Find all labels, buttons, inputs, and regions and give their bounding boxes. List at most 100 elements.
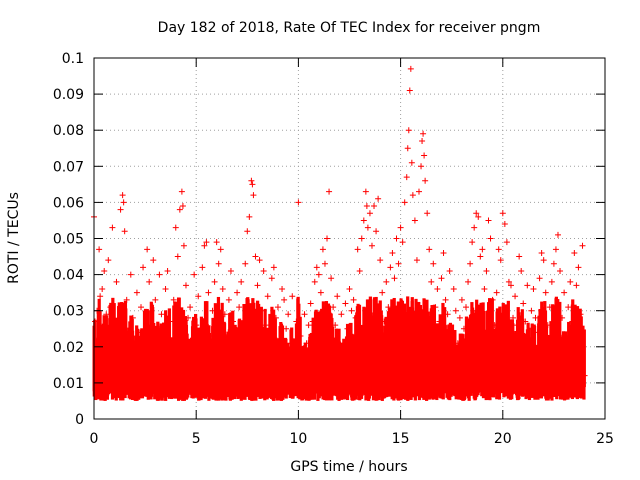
data-point [150,257,157,264]
x-tick-label: 10 [289,431,307,447]
data-point [405,127,412,134]
data-point [209,307,216,314]
data-point [368,242,375,249]
x-axis-ticks: 0 5 10 15 20 25 [90,58,614,447]
data-point [281,296,288,303]
data-point [95,347,102,354]
data-point [358,235,365,242]
data-point [133,289,140,296]
data-point [465,278,472,285]
data-point [125,340,132,347]
data-point [407,65,414,72]
data-point [503,239,510,246]
data-point [283,325,290,332]
data-point [268,275,275,282]
data-point [166,318,173,325]
y-tick-label: 0 [75,412,84,428]
data-point [105,257,112,264]
data-point [489,296,496,303]
data-point [305,322,312,329]
data-point [297,332,304,339]
data-point [185,314,192,321]
data-point [409,192,416,199]
data-point [293,318,300,325]
data-point [363,203,370,210]
data-point [421,152,428,159]
data-point [477,253,484,260]
data-point [98,361,105,368]
data-point [408,159,415,166]
data-point [319,246,326,253]
data-point [487,235,494,242]
data-point [552,246,559,253]
y-tick-label: 0.04 [53,268,84,284]
data-point [307,300,314,307]
data-point [158,311,165,318]
data-point [287,340,294,347]
y-tick-label: 0.09 [53,87,84,103]
data-point [364,224,371,231]
data-point [403,174,410,181]
data-point [428,278,435,285]
data-point [326,188,333,195]
data-point [180,242,187,249]
data-point [559,314,566,321]
data-point [387,264,394,271]
data-point [344,325,351,332]
data-point [383,278,390,285]
data-point [254,282,261,289]
data-point [219,286,226,293]
data-point [324,235,331,242]
data-point [178,188,185,195]
data-point [522,318,529,325]
data-point [485,217,492,224]
data-point [152,296,159,303]
data-point [373,228,380,235]
data-point [460,325,467,332]
data-point [120,199,127,206]
data-point [146,278,153,285]
x-tick-label: 0 [90,431,99,447]
data-band [582,329,586,388]
data-point [215,260,222,267]
data-point [197,351,204,358]
data-point [138,304,145,311]
data-point [221,311,228,318]
data-point [401,199,408,206]
data-point [567,278,574,285]
y-tick-label: 0.07 [53,159,84,175]
data-point [415,188,422,195]
data-point [404,145,411,152]
data-point [565,304,572,311]
data-cloud [92,296,586,401]
data-point [338,311,345,318]
data-point [100,336,107,343]
data-point [342,300,349,307]
data-point [92,318,99,325]
data-point [164,267,171,274]
data-point [195,293,202,300]
data-point [272,314,279,321]
data-point [393,235,400,242]
data-point [274,304,281,311]
data-point [413,257,420,264]
data-point [514,322,521,329]
data-point [121,228,128,235]
y-tick-label: 0.06 [53,195,84,211]
data-point [266,336,273,343]
data-point [96,246,103,253]
data-point [497,257,504,264]
y-tick-label: 0.01 [53,376,84,392]
data-point [526,336,533,343]
data-point [299,351,306,358]
data-point [550,260,557,267]
data-point [262,322,269,329]
data-point [493,289,500,296]
data-point [174,253,181,260]
data-point [168,361,175,368]
data-point [303,340,310,347]
data-point [375,195,382,202]
data-point [246,213,253,220]
data-point [315,271,322,278]
data-point [189,343,196,350]
